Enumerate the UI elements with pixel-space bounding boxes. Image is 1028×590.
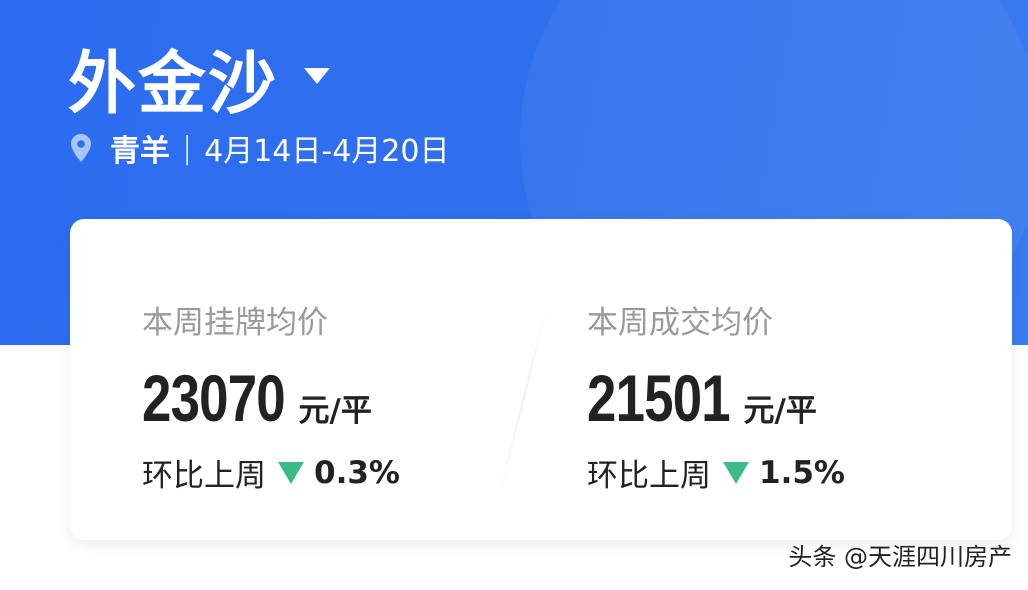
separator: | <box>182 130 193 166</box>
map-pin-icon <box>71 134 91 162</box>
deal-price-block: 本周成交均价 21501 元/平 环比上周 1.5% <box>587 297 845 495</box>
triangle-down-icon <box>723 461 749 484</box>
deal-price-value: 21501 <box>587 361 731 435</box>
divider <box>497 303 549 499</box>
deal-price-unit: 元/平 <box>743 393 817 429</box>
location-name: 青羊 <box>110 134 170 169</box>
triangle-down-icon <box>278 461 304 484</box>
listing-price-label: 本周挂牌均价 <box>142 305 328 341</box>
caret-down-icon[interactable] <box>304 67 331 84</box>
watermark: 头条 @天涯四川房产 <box>788 543 1012 571</box>
listing-price-value: 23070 <box>142 361 286 435</box>
listing-change-value: 0.3% <box>314 454 400 491</box>
date-range: 4月14日-4月20日 <box>204 134 450 169</box>
listing-price-unit: 元/平 <box>298 393 372 429</box>
price-card: 本周挂牌均价 23070 元/平 环比上周 0.3% 本周成交均价 21501 元/平… <box>70 219 1012 540</box>
district-selector[interactable]: 外金沙 <box>68 28 331 127</box>
deal-change-label: 环比上周 <box>587 458 711 494</box>
deal-price-label: 本周成交均价 <box>587 305 773 341</box>
listing-change-label: 环比上周 <box>142 458 266 494</box>
listing-price-block: 本周挂牌均价 23070 元/平 环比上周 0.3% <box>142 297 400 495</box>
deal-change-value: 1.5% <box>759 454 845 491</box>
page-title: 外金沙 <box>68 45 279 124</box>
location-date-row: 青羊 | 4月14日-4月20日 <box>70 126 449 170</box>
